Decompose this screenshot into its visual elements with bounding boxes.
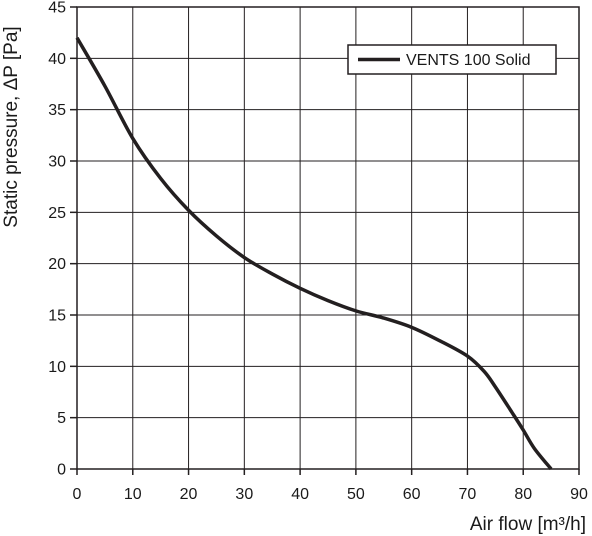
grid bbox=[77, 7, 579, 469]
x-tick-label: 60 bbox=[403, 486, 421, 503]
x-tick-label: 90 bbox=[570, 486, 588, 503]
series bbox=[75, 36, 553, 471]
y-tick-label: 30 bbox=[48, 154, 66, 171]
y-tick-label: 0 bbox=[57, 462, 66, 479]
y-tick-label: 10 bbox=[48, 359, 66, 376]
y-tick-label: 20 bbox=[48, 256, 66, 273]
series-line bbox=[75, 36, 553, 471]
legend-label: VENTS 100 Solid bbox=[406, 52, 531, 69]
y-tick-label: 25 bbox=[48, 205, 66, 222]
y-tick-label: 35 bbox=[48, 102, 66, 119]
x-tick-label: 70 bbox=[459, 486, 477, 503]
x-tick-label: 10 bbox=[124, 486, 142, 503]
plot-frame bbox=[76, 6, 580, 470]
x-tick-label: 20 bbox=[180, 486, 198, 503]
y-tick-label: 45 bbox=[48, 0, 66, 17]
x-tick-label: 0 bbox=[73, 486, 82, 503]
x-tick-label: 50 bbox=[347, 486, 365, 503]
x-tick-label: 40 bbox=[291, 486, 309, 503]
y-tick-label: 40 bbox=[48, 51, 66, 68]
y-axis-title: Static pressure, ΔP [Pa] bbox=[1, 26, 22, 227]
y-tick-label: 15 bbox=[48, 308, 66, 325]
x-tick-label: 30 bbox=[235, 486, 253, 503]
axes: 0 10 20 30 40 50 60 70 80 90 0 5 10 15 20 25 30 35 40 45 bbox=[48, 0, 588, 503]
legend: VENTS 100 Solid bbox=[347, 44, 557, 75]
x-tick-label: 80 bbox=[514, 486, 532, 503]
y-tick-label: 5 bbox=[57, 410, 66, 427]
x-axis-title: Air flow [m³/h] bbox=[470, 514, 586, 535]
